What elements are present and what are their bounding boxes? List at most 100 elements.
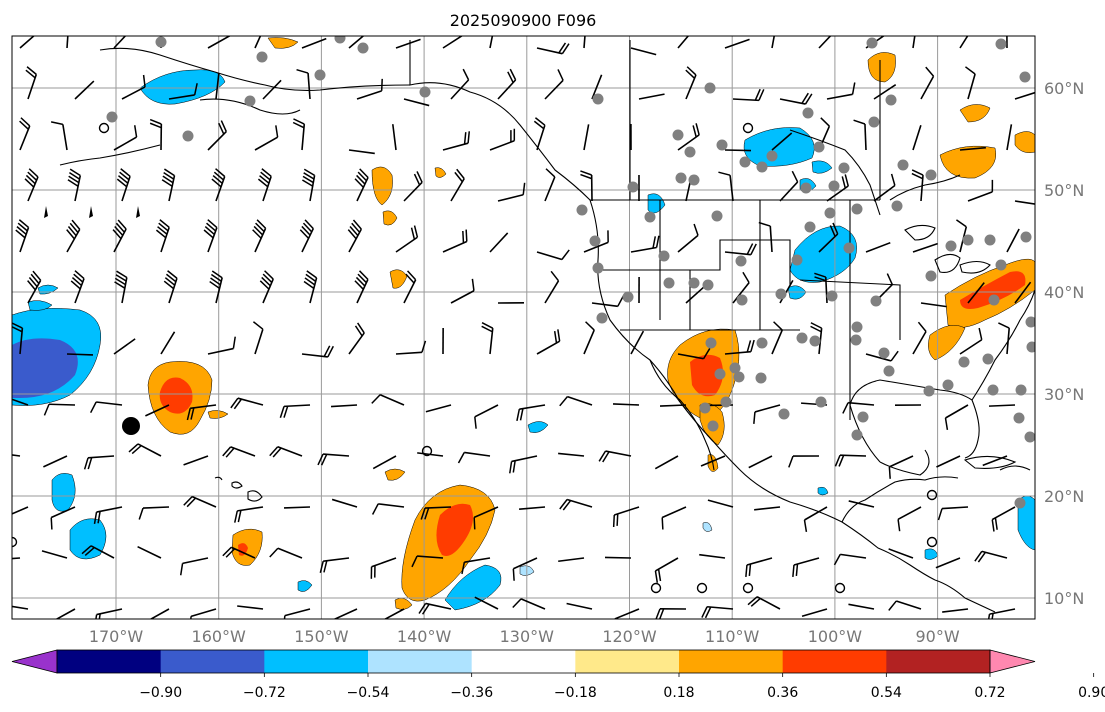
wind-barb: [583, 321, 595, 355]
wind-barb: [55, 608, 76, 619]
station-markers: [106, 36, 1035, 509]
colorbar-tick-label: 0.54: [871, 685, 902, 701]
station-dot: [868, 116, 880, 128]
station-dot: [995, 38, 1007, 50]
wind-barb: [566, 602, 593, 610]
station-dot: [878, 347, 890, 359]
wind-barb: [758, 221, 773, 253]
station-dot: [155, 36, 167, 48]
wind-barb: [207, 336, 236, 355]
wind-barb: [685, 285, 706, 304]
wind-barb: [519, 506, 546, 510]
wind-barb: [982, 455, 1008, 467]
wind-barb: [371, 503, 405, 515]
wind-barb: [724, 339, 755, 355]
wind-barb: [512, 557, 538, 581]
latitude-label: 20°N: [1044, 487, 1084, 506]
colorbar: −0.90 −0.72 −0.54 −0.36 −0.18 0.18 0.36 0.54 0.7…: [11, 649, 1105, 701]
wind-barb: [371, 393, 405, 406]
calm-wind-circle: [742, 582, 754, 594]
wind-barb: [254, 125, 279, 151]
wind-barb: [801, 608, 828, 618]
station-dot: [672, 129, 684, 141]
wind-barb: [544, 168, 556, 202]
calm-wind-circle: [834, 582, 846, 594]
station-dot: [714, 368, 726, 380]
wind-barb: [222, 546, 256, 559]
wind-barb: [41, 550, 68, 559]
wind-barb: [252, 219, 267, 253]
wind-barb: [724, 243, 757, 256]
station-dot: [720, 396, 732, 408]
wind-barb: [959, 36, 969, 49]
station-dot: [733, 371, 745, 383]
station-dot: [627, 181, 639, 193]
station-dot: [857, 411, 869, 423]
wind-barb: [558, 452, 585, 457]
wind-barb: [43, 455, 68, 468]
station-dot: [775, 288, 787, 300]
anomaly-region-eastern-pacific-negative: [444, 564, 502, 611]
station-dot: [596, 312, 608, 324]
wind-barb: [83, 455, 115, 470]
wind-barb: [1006, 228, 1020, 253]
longitude-label: 120°W: [602, 627, 657, 646]
wind-barb: [474, 596, 499, 610]
calm-wind-circle: [926, 536, 938, 548]
wind-barb: [418, 602, 452, 615]
wind-barb: [677, 123, 700, 151]
map-background: [12, 36, 1035, 619]
wind-barb: [580, 170, 593, 202]
wind-barb: [873, 173, 896, 202]
wind-barb: [269, 547, 303, 559]
wind-barb: [612, 403, 640, 406]
wind-barb: [425, 404, 452, 413]
colorbar-tick-label: 0.36: [767, 685, 798, 701]
colorbar-tick-label: 0.18: [663, 685, 694, 701]
map-area: [12, 36, 1035, 619]
longitude-label: 160°W: [192, 627, 247, 646]
colorbar-tick-label: −0.54: [347, 685, 390, 701]
station-dot: [419, 86, 431, 98]
wind-barb: [207, 36, 232, 49]
wind-barb: [489, 128, 516, 151]
wind-barb: [112, 219, 127, 253]
wind-barb: [967, 179, 994, 202]
wind-barb: [450, 168, 465, 202]
wind-barb: [630, 330, 645, 355]
station-dot: [314, 69, 326, 81]
wind-barb: [354, 270, 369, 304]
colorbar-tick-label: −0.18: [554, 685, 597, 701]
station-dot: [1014, 497, 1026, 509]
station-dot: [809, 335, 821, 347]
wind-barb: [168, 83, 198, 100]
wind-barb: [67, 168, 82, 202]
station-dot: [1024, 431, 1035, 443]
station-dot: [870, 295, 882, 307]
wind-barb: [771, 36, 776, 49]
wind-barb: [842, 401, 875, 414]
wind-barb: [121, 74, 146, 100]
wind-barb: [66, 219, 81, 253]
station-dot: [182, 130, 194, 142]
wind-barb: [70, 270, 85, 304]
wind-barb: [718, 171, 734, 202]
colorbar-tick-label: 0.90: [1078, 685, 1105, 701]
anomaly-shading: [12, 37, 1035, 611]
longitude-label: 110°W: [705, 627, 760, 646]
wind-barb: [848, 500, 875, 508]
wind-barb: [559, 395, 593, 407]
wind-barb: [661, 506, 687, 530]
wind-barb: [1006, 36, 1008, 49]
wind-barb: [677, 223, 699, 253]
wind-barb: [614, 608, 640, 619]
wind-barb: [50, 506, 76, 530]
wind-barb: [959, 327, 983, 355]
longitude-label: 130°W: [500, 627, 555, 646]
anomaly-region-northern-plains-negative: [789, 225, 857, 283]
station-dot: [766, 150, 778, 162]
station-dot: [925, 270, 937, 282]
wind-barb: [395, 225, 419, 253]
station-dot: [589, 235, 601, 247]
wind-barb: [630, 47, 657, 56]
